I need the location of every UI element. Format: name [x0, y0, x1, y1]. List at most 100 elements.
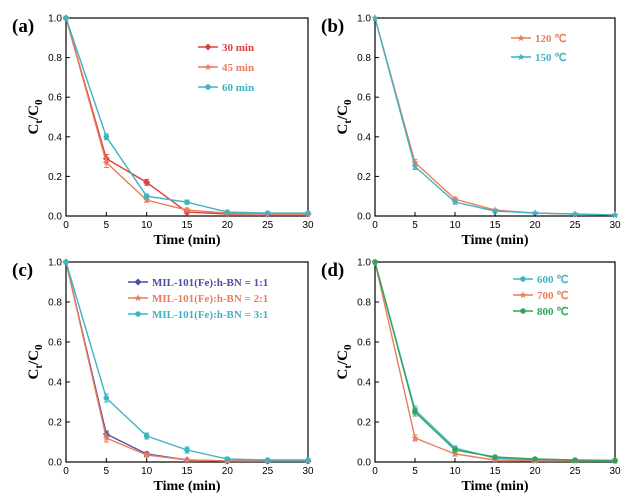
- data-point: [572, 457, 578, 463]
- data-point: [412, 409, 418, 415]
- y-axis-label: Ct/C0: [26, 99, 45, 135]
- legend-marker: [517, 34, 525, 42]
- series-2: [62, 258, 312, 465]
- y-tick-label: 0.0: [357, 458, 371, 469]
- data-point: [411, 158, 419, 166]
- data-point: [102, 434, 110, 442]
- panel-label: (a): [12, 16, 34, 37]
- plot-frame: [374, 17, 616, 217]
- x-axis-label: Time (min): [461, 233, 528, 248]
- data-point: [224, 209, 231, 215]
- x-tick-label: 20: [222, 220, 234, 231]
- legend-label: 700 ℃: [537, 290, 569, 302]
- x-tick-label: 30: [302, 466, 314, 477]
- x-tick-label: 20: [529, 220, 541, 231]
- chart-panel-1: 0 5 10 15 20 25 30 0.0 0.2 0.4 0.6 0.8 1.0 Time (min)…: [12, 14, 314, 249]
- y-tick-label: 0.6: [48, 338, 62, 349]
- data-point: [184, 199, 190, 205]
- data-point: [143, 433, 150, 439]
- series-line: [374, 17, 616, 216]
- data-point: [611, 211, 619, 219]
- series-line: [374, 261, 616, 462]
- chart-panel-4: 0 5 10 15 20 25 30 0.0 0.2 0.4 0.6 0.8 1.0 Time (min)…: [321, 258, 621, 495]
- data-point: [143, 451, 151, 459]
- legend-marker: [134, 278, 142, 286]
- y-axis-label: Ct/C0: [335, 99, 354, 135]
- series-1: [371, 14, 619, 219]
- y-tick-label: 0.2: [357, 172, 371, 183]
- x-tick-label: 25: [569, 466, 581, 477]
- x-tick-label: 0: [372, 466, 378, 477]
- x-tick-label: 10: [449, 466, 461, 477]
- legend-marker: [520, 308, 526, 314]
- legend-marker: [517, 53, 525, 61]
- x-tick-label: 30: [302, 220, 314, 231]
- data-point: [264, 457, 271, 463]
- x-tick-label: 20: [529, 466, 541, 477]
- panel-label: (c): [12, 260, 33, 281]
- data-point: [305, 210, 311, 216]
- series-line: [65, 17, 308, 215]
- legend-label: 150 ℃: [535, 52, 567, 64]
- series-2: [371, 14, 619, 219]
- legend-label: 60 min: [222, 82, 254, 94]
- x-tick-label: 10: [449, 220, 461, 231]
- data-point: [183, 206, 191, 214]
- series-line: [374, 261, 615, 462]
- y-tick-label: 0.8: [357, 53, 371, 64]
- y-tick-label: 1.0: [357, 14, 371, 25]
- x-tick-label: 15: [181, 220, 193, 231]
- x-tick-label: 5: [412, 466, 418, 477]
- y-tick-label: 0.6: [357, 93, 371, 104]
- data-point: [491, 207, 499, 215]
- x-tick-label: 15: [181, 466, 193, 477]
- y-tick-label: 0.4: [48, 132, 62, 143]
- series-line: [374, 261, 616, 462]
- legend-label: MIL-101(Fe):h-BN = 1:1: [152, 277, 268, 289]
- data-point: [371, 14, 379, 22]
- legend-marker: [204, 43, 212, 51]
- data-point: [411, 162, 419, 170]
- legend-entry: 150 ℃: [511, 52, 567, 64]
- x-tick-label: 10: [141, 220, 153, 231]
- legend-marker: [519, 291, 527, 299]
- data-point: [102, 158, 110, 166]
- y-tick-label: 0.2: [48, 172, 62, 183]
- x-axis-label: Time (min): [461, 479, 528, 494]
- legend-marker: [135, 311, 141, 317]
- x-tick-label: 10: [141, 466, 153, 477]
- x-axis-label: Time (min): [153, 479, 220, 494]
- x-tick-label: 25: [262, 466, 274, 477]
- legend: 120 ℃ 150 ℃: [511, 33, 567, 64]
- y-axis-label: Ct/C0: [335, 344, 354, 380]
- plot-frame: [65, 17, 309, 217]
- x-tick-label: 25: [262, 220, 274, 231]
- y-axis-label: Ct/C0: [26, 344, 45, 380]
- legend-label: 800 ℃: [537, 306, 569, 318]
- x-tick-label: 5: [104, 220, 110, 231]
- legend-entry: MIL-101(Fe):h-BN = 1:1: [128, 277, 268, 289]
- data-point: [63, 259, 69, 265]
- legend-entry: 60 min: [198, 82, 254, 94]
- series-line: [65, 261, 308, 461]
- legend-marker: [520, 276, 526, 282]
- x-tick-label: 20: [222, 466, 234, 477]
- data-point: [63, 15, 69, 21]
- legend-entry: 600 ℃: [513, 274, 569, 286]
- y-tick-label: 0.6: [48, 93, 62, 104]
- data-point: [264, 210, 271, 216]
- series-2: [371, 258, 619, 465]
- data-point: [224, 456, 231, 462]
- data-point: [492, 454, 498, 460]
- legend-marker: [134, 294, 142, 302]
- data-point: [451, 450, 459, 458]
- y-tick-label: 1.0: [48, 258, 62, 269]
- legend-label: 600 ℃: [537, 274, 569, 286]
- series-3: [63, 259, 311, 463]
- data-point: [103, 134, 110, 140]
- y-tick-label: 0.2: [357, 418, 371, 429]
- data-point: [143, 193, 150, 199]
- legend-entry: 45 min: [198, 62, 254, 74]
- legend-entry: 700 ℃: [513, 290, 569, 302]
